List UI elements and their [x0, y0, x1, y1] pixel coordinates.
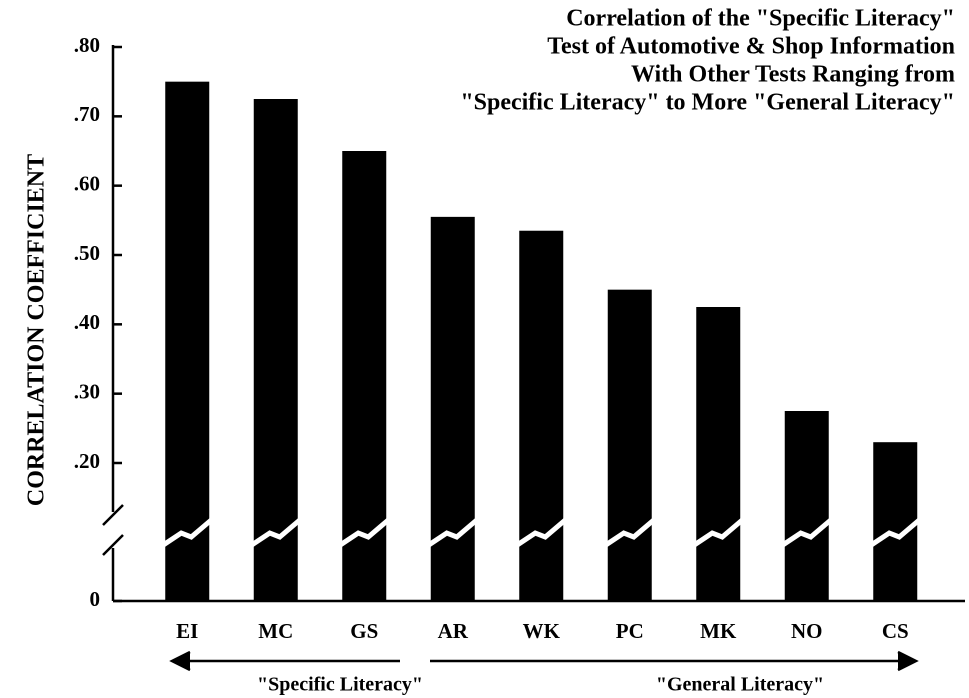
bar-break [427, 518, 479, 548]
x-tick-label: WK [523, 619, 561, 643]
bar-break [604, 518, 656, 548]
x-tick-label: CS [882, 619, 909, 643]
bar-break [250, 518, 302, 548]
bar-break [161, 518, 213, 548]
x-tick-label: MK [700, 619, 737, 643]
y-tick-label: .30 [74, 379, 100, 403]
y-tick-label: 0 [90, 587, 101, 611]
bar [253, 99, 298, 601]
bar [873, 442, 918, 601]
bar-break [338, 518, 390, 548]
annotation: "General Literacy" [656, 674, 824, 696]
bar-break [781, 518, 833, 548]
x-tick-label: NO [791, 619, 823, 643]
bar [696, 307, 741, 601]
y-axis-label: CORRELATION COEFFICIENT [24, 154, 50, 506]
y-tick-label: .70 [74, 102, 100, 126]
arrow-head [897, 650, 919, 672]
x-tick-label: AR [438, 619, 469, 643]
bar-break [515, 518, 567, 548]
x-tick-label: GS [350, 619, 378, 643]
axis-break [102, 504, 124, 556]
y-tick-label: .80 [74, 33, 100, 57]
arrow-head [169, 650, 191, 672]
bar [165, 81, 210, 601]
y-tick-label: .60 [74, 171, 100, 195]
y-tick-label: .20 [74, 449, 100, 473]
bar [519, 230, 564, 601]
annotation: "Specific Literacy" [257, 674, 423, 696]
chart-title: Correlation of the "Specific Literacy" [566, 6, 955, 32]
y-tick-label: .40 [74, 310, 100, 334]
chart-title: Test of Automotive & Shop Information [547, 34, 955, 60]
bar [784, 411, 829, 601]
bar [607, 289, 652, 601]
chart-title: "Specific Literacy" to More "General Lit… [460, 90, 955, 116]
bar-break [692, 518, 744, 548]
bar-break [869, 518, 921, 548]
chart-title: With Other Tests Ranging from [631, 62, 955, 88]
x-tick-label: MC [258, 619, 293, 643]
y-tick-label: .50 [74, 241, 100, 265]
x-tick-label: PC [616, 619, 644, 643]
bar [430, 216, 475, 601]
x-tick-label: EI [176, 619, 198, 643]
